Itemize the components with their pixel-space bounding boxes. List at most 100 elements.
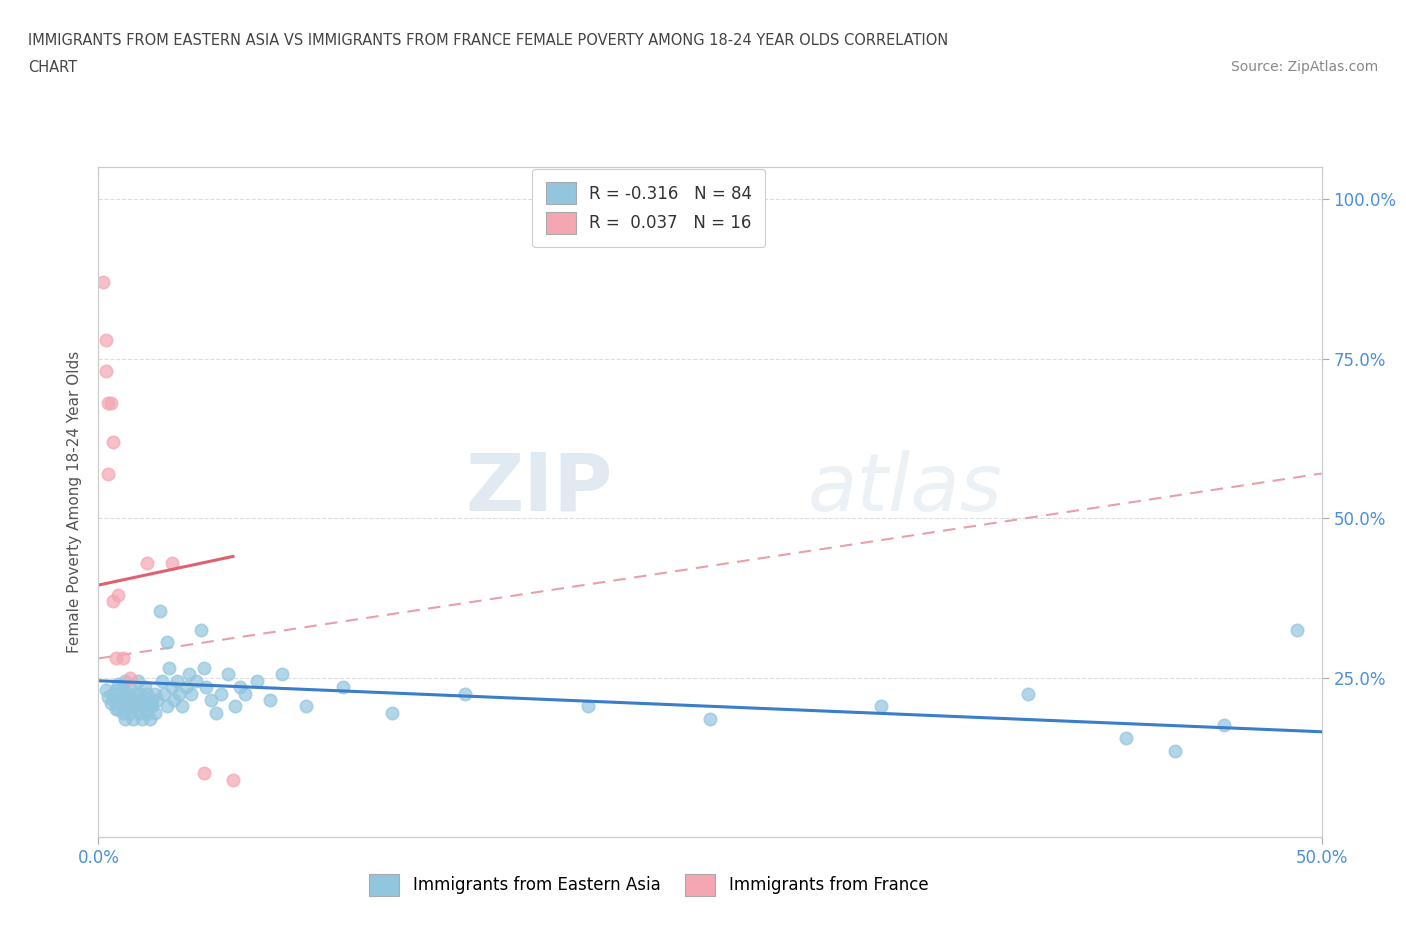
Point xyxy=(160,555,183,570)
Point xyxy=(193,660,215,675)
Point xyxy=(94,683,117,698)
Point xyxy=(110,696,132,711)
Point xyxy=(100,396,122,411)
Point xyxy=(1115,731,1137,746)
Legend: Immigrants from Eastern Asia, Immigrants from France: Immigrants from Eastern Asia, Immigrants… xyxy=(356,861,942,909)
Point xyxy=(97,466,120,481)
Point xyxy=(190,622,212,637)
Point xyxy=(205,705,228,720)
Point xyxy=(120,680,142,695)
Point xyxy=(120,705,142,720)
Point xyxy=(97,689,120,704)
Point xyxy=(224,698,246,713)
Point xyxy=(195,680,218,695)
Point xyxy=(139,711,162,726)
Point xyxy=(576,698,599,713)
Point xyxy=(111,705,134,720)
Point xyxy=(117,698,139,713)
Point xyxy=(104,702,127,717)
Point xyxy=(114,698,136,713)
Point xyxy=(217,667,239,682)
Point xyxy=(117,686,139,701)
Point xyxy=(136,705,159,720)
Point xyxy=(143,686,166,701)
Point xyxy=(141,693,163,708)
Point xyxy=(124,686,146,701)
Point xyxy=(1017,686,1039,701)
Point xyxy=(699,711,721,726)
Point xyxy=(111,680,134,695)
Point xyxy=(156,635,179,650)
Point xyxy=(200,693,222,708)
Point xyxy=(91,274,114,289)
Point xyxy=(124,698,146,713)
Point xyxy=(141,698,163,713)
Point xyxy=(101,434,124,449)
Point xyxy=(107,587,129,602)
Point xyxy=(150,673,173,688)
Point xyxy=(176,680,198,695)
Point xyxy=(295,698,318,713)
Point xyxy=(870,698,893,713)
Point xyxy=(153,686,176,701)
Point xyxy=(107,676,129,691)
Point xyxy=(131,711,153,726)
Point xyxy=(157,660,180,675)
Point xyxy=(127,673,149,688)
Point xyxy=(104,651,127,666)
Point xyxy=(129,686,152,701)
Point xyxy=(97,396,120,411)
Point xyxy=(101,593,124,608)
Point xyxy=(1212,718,1234,733)
Point xyxy=(110,689,132,704)
Point xyxy=(193,765,215,780)
Point xyxy=(129,705,152,720)
Point xyxy=(1286,622,1309,637)
Point xyxy=(139,698,162,713)
Point xyxy=(121,698,143,713)
Point xyxy=(259,693,281,708)
Point xyxy=(166,673,188,688)
Point xyxy=(120,671,142,685)
Point xyxy=(160,680,183,695)
Point xyxy=(156,698,179,713)
Point xyxy=(131,698,153,713)
Point xyxy=(186,673,208,688)
Point xyxy=(111,689,134,704)
Point xyxy=(134,680,156,695)
Point xyxy=(381,705,404,720)
Text: ZIP: ZIP xyxy=(465,450,612,528)
Point xyxy=(229,680,252,695)
Point xyxy=(136,555,159,570)
Point xyxy=(222,772,245,787)
Point xyxy=(120,693,142,708)
Y-axis label: Female Poverty Among 18-24 Year Olds: Female Poverty Among 18-24 Year Olds xyxy=(67,352,83,654)
Point xyxy=(94,332,117,347)
Text: atlas: atlas xyxy=(808,450,1002,528)
Point xyxy=(101,693,124,708)
Point xyxy=(177,667,200,682)
Point xyxy=(107,702,129,717)
Point xyxy=(94,364,117,379)
Point xyxy=(114,711,136,726)
Point xyxy=(149,604,172,618)
Point xyxy=(167,686,190,701)
Point xyxy=(114,673,136,688)
Text: Source: ZipAtlas.com: Source: ZipAtlas.com xyxy=(1230,60,1378,74)
Point xyxy=(111,651,134,666)
Point xyxy=(146,693,169,708)
Point xyxy=(163,693,186,708)
Point xyxy=(180,686,202,701)
Point xyxy=(100,696,122,711)
Point xyxy=(104,683,127,698)
Point xyxy=(121,711,143,726)
Text: CHART: CHART xyxy=(28,60,77,75)
Point xyxy=(136,686,159,701)
Point xyxy=(101,686,124,701)
Point xyxy=(246,673,269,688)
Point xyxy=(134,693,156,708)
Point xyxy=(454,686,477,701)
Point xyxy=(209,686,232,701)
Point xyxy=(143,705,166,720)
Point xyxy=(117,693,139,708)
